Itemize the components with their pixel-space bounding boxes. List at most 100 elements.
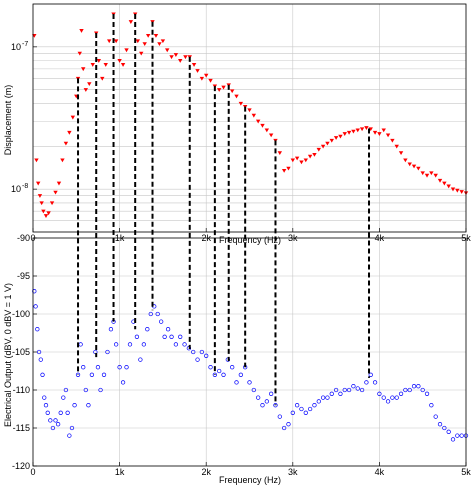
y-tick-label: -110 — [13, 385, 30, 395]
data-point — [303, 158, 308, 163]
data-point — [234, 94, 239, 99]
data-point — [134, 334, 140, 339]
data-point — [403, 387, 408, 393]
data-point — [446, 184, 451, 189]
data-point — [221, 372, 226, 377]
data-point — [446, 429, 451, 434]
data-point — [75, 372, 81, 377]
data-point — [191, 63, 197, 67]
data-point — [372, 380, 378, 385]
displacement-y-ticks: 10-810-7 — [11, 41, 37, 194]
data-point — [117, 365, 122, 370]
data-point — [127, 342, 133, 347]
data-point — [238, 101, 244, 106]
data-point — [41, 209, 46, 214]
data-point — [264, 128, 270, 133]
data-point — [450, 437, 456, 442]
data-point — [148, 311, 153, 317]
x-tick-label: 2k — [201, 467, 211, 477]
data-point — [338, 134, 343, 139]
data-point — [416, 166, 421, 171]
data-point — [264, 399, 269, 404]
data-point — [191, 349, 196, 355]
data-point — [277, 414, 282, 419]
data-point — [294, 156, 300, 161]
displacement-x-axis-label: Frequency (Hz) — [219, 235, 281, 245]
data-point — [165, 327, 171, 332]
data-point — [429, 171, 434, 176]
data-point — [260, 123, 265, 128]
data-point — [229, 89, 235, 94]
data-point — [247, 108, 252, 113]
data-point — [40, 372, 45, 377]
data-point — [286, 166, 291, 171]
data-point — [169, 55, 174, 60]
data-point — [281, 425, 287, 431]
data-point — [459, 190, 464, 194]
electrical-output-y-ticks: -90 -95 -100 -105 -110 -115 -120 — [12, 233, 37, 471]
y-tick-label: -90 — [17, 233, 30, 243]
data-point — [101, 372, 107, 377]
data-point — [320, 395, 326, 400]
electrical-output-plot: 0 1k 2k 3k 4k 5k -90 -95 -100 -105 -110 -115 -120 F… — [3, 233, 471, 485]
data-point — [81, 67, 86, 72]
data-point — [45, 410, 50, 415]
data-point — [32, 289, 37, 294]
data-point — [128, 20, 134, 24]
data-point — [394, 395, 399, 400]
y-tick-label: 10 — [11, 184, 21, 194]
data-point — [65, 410, 70, 415]
data-point — [251, 387, 256, 393]
data-point — [38, 357, 43, 362]
data-point — [329, 138, 334, 143]
data-point — [437, 422, 443, 427]
data-point — [390, 395, 395, 400]
displacement-axes-frame — [32, 3, 467, 233]
data-point — [98, 387, 103, 393]
data-point — [255, 119, 261, 124]
data-point — [247, 380, 252, 385]
displacement-grid — [32, 3, 467, 233]
data-point — [450, 187, 456, 192]
data-point — [173, 342, 179, 347]
data-point — [442, 181, 447, 186]
data-point — [199, 349, 205, 355]
data-point — [81, 365, 86, 370]
data-point — [77, 51, 82, 56]
data-point — [333, 136, 339, 140]
data-point — [105, 349, 110, 355]
data-point — [35, 181, 41, 186]
data-point — [329, 391, 334, 396]
data-point — [78, 342, 83, 347]
data-point — [113, 342, 119, 347]
data-point — [437, 178, 443, 183]
displacement-markers — [32, 12, 469, 218]
data-point — [256, 395, 261, 400]
data-point — [273, 403, 278, 408]
data-point — [424, 173, 430, 178]
data-point — [89, 372, 95, 377]
data-point — [70, 115, 76, 120]
data-point — [411, 164, 417, 169]
data-point — [442, 425, 447, 431]
data-point — [79, 29, 84, 33]
data-point — [60, 158, 65, 163]
data-point — [411, 384, 417, 389]
data-point — [390, 138, 395, 143]
data-point — [195, 357, 200, 362]
data-point — [307, 406, 313, 412]
data-point — [455, 433, 460, 438]
electrical-output-x-axis-label: Frequency (Hz) — [219, 475, 281, 485]
data-point — [381, 128, 386, 133]
data-point — [35, 327, 40, 332]
x-tick-label: 3k — [288, 467, 298, 477]
y-tick-exponent: -7 — [22, 41, 28, 48]
data-point — [377, 391, 382, 396]
data-point — [420, 387, 425, 393]
data-point — [312, 152, 317, 157]
data-point — [338, 391, 343, 396]
data-point — [46, 211, 51, 216]
data-point — [61, 395, 66, 400]
electrical-output-y-axis-label: Electrical Output (dBV, 0 dBV = 1 V) — [3, 283, 13, 427]
data-point — [55, 422, 61, 427]
